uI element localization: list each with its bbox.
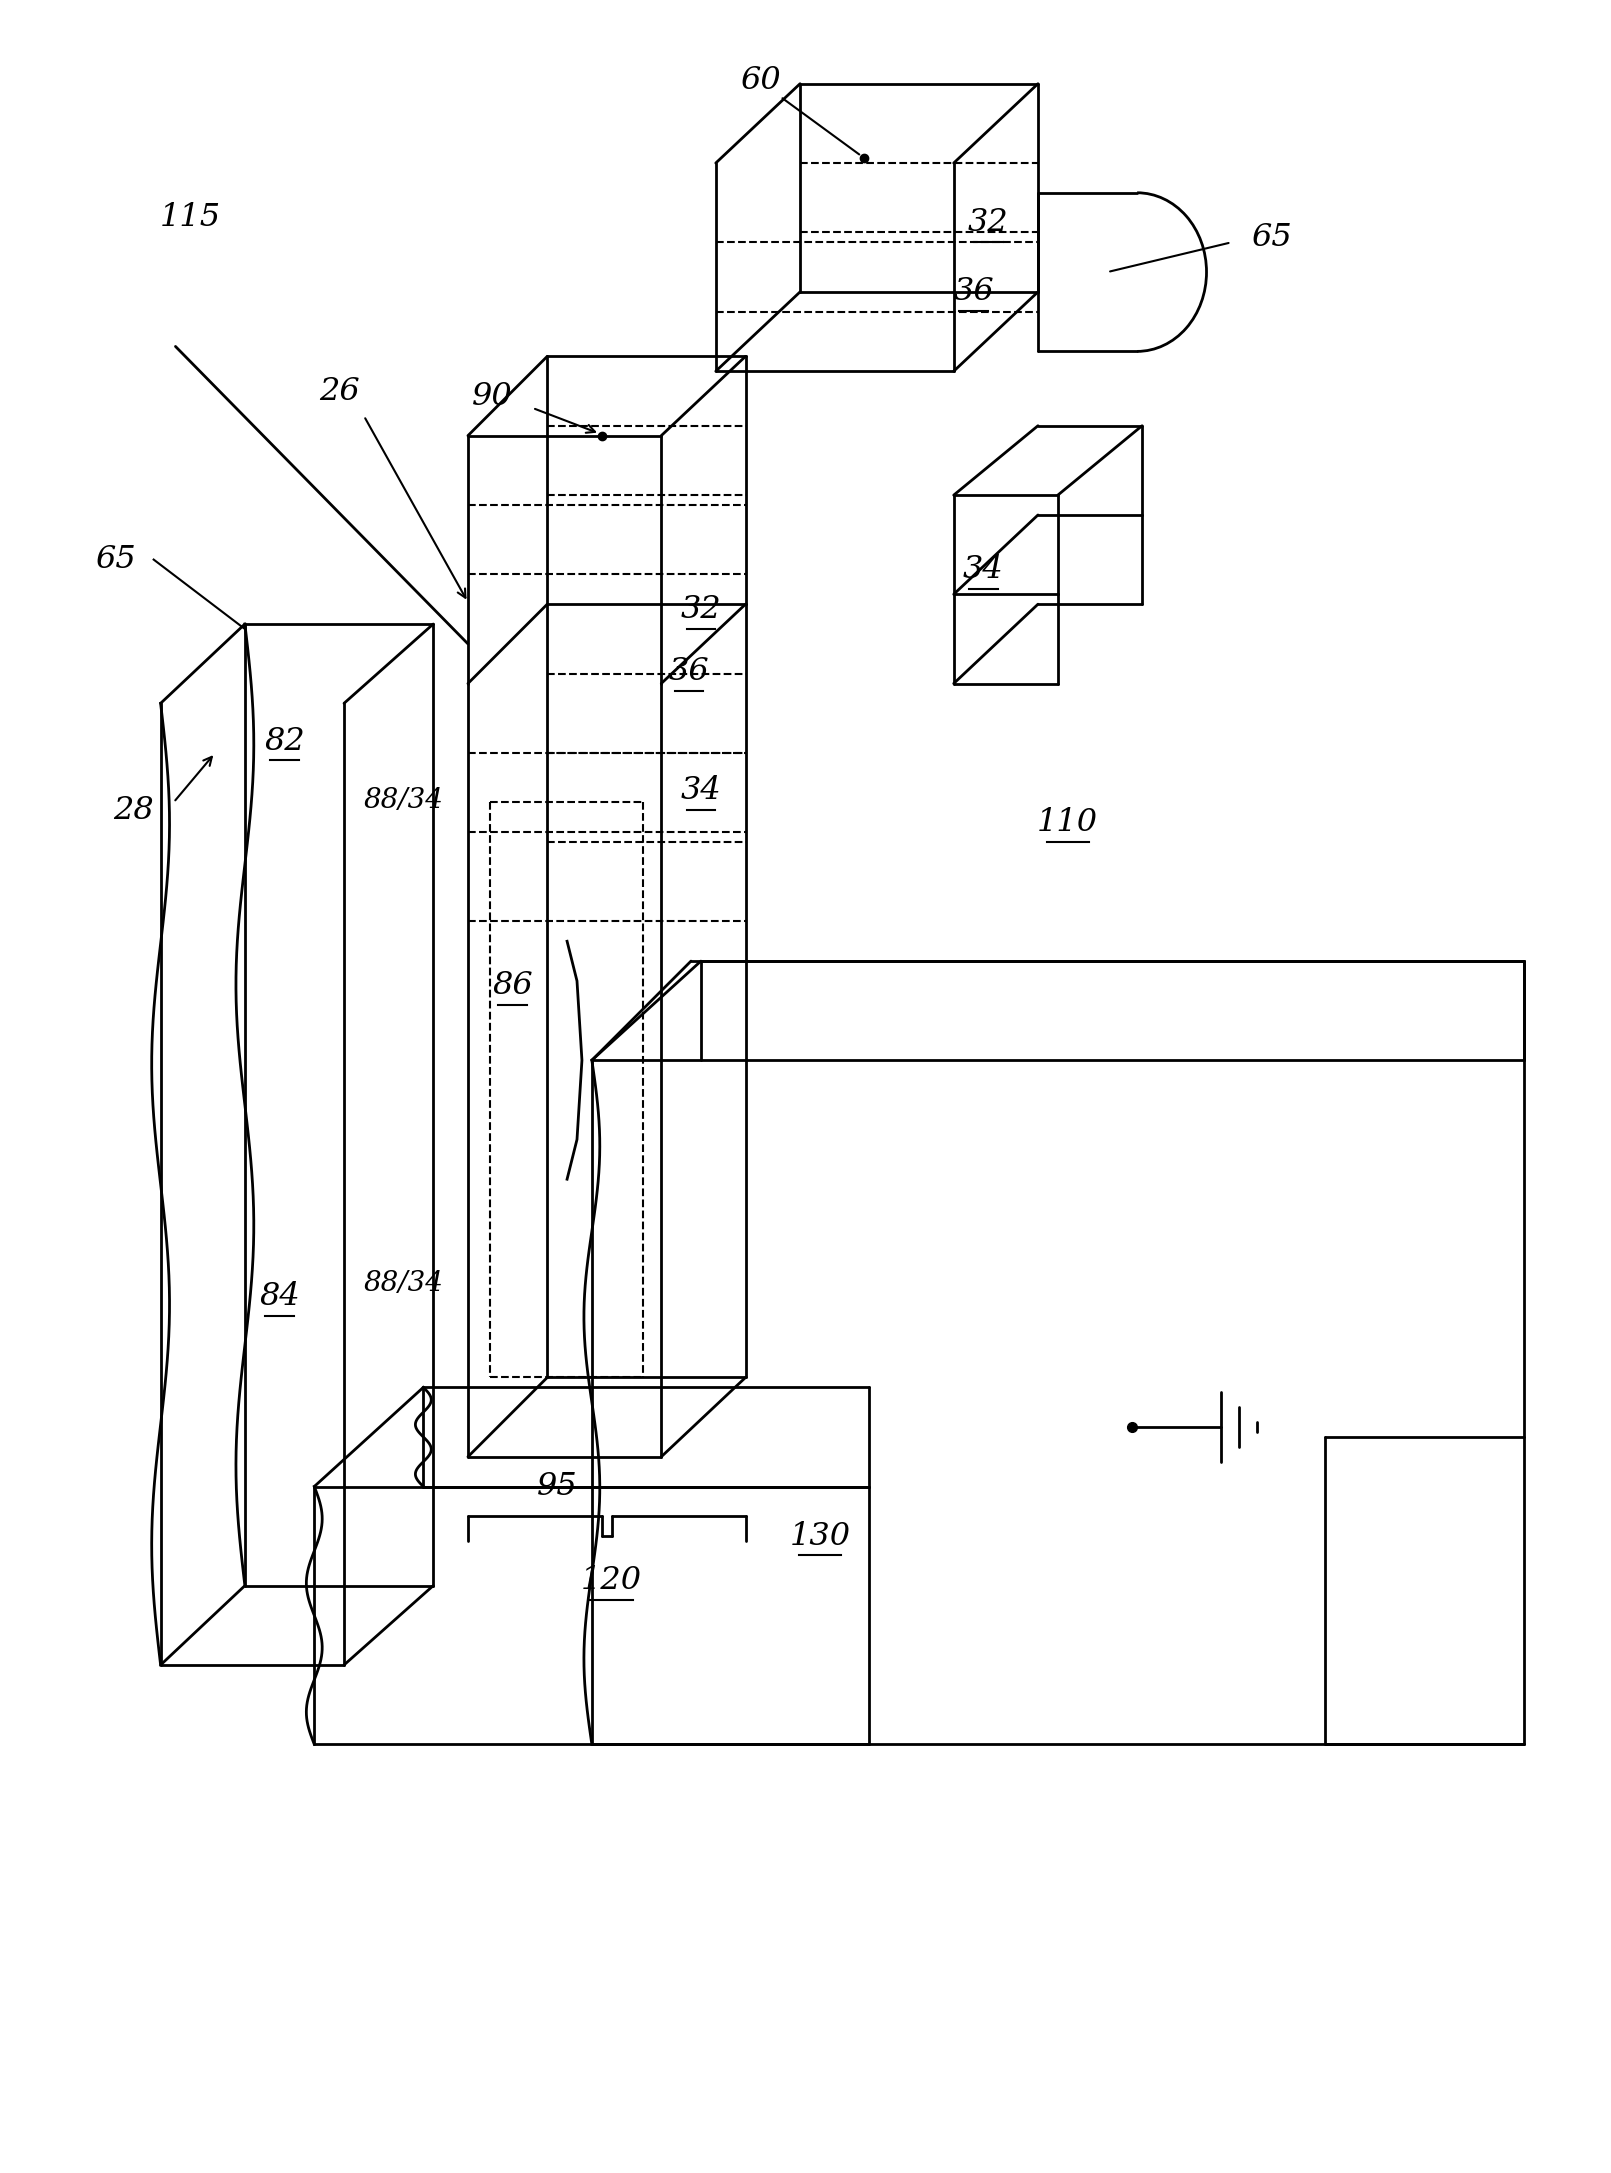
Text: 28: 28 xyxy=(113,795,153,826)
Text: 95: 95 xyxy=(536,1471,577,1502)
Text: 90: 90 xyxy=(472,380,512,411)
Text: 82: 82 xyxy=(264,726,304,756)
Text: 115: 115 xyxy=(159,202,221,233)
Text: 88/34: 88/34 xyxy=(364,787,443,815)
Text: 88/34: 88/34 xyxy=(364,1269,443,1297)
Text: 26: 26 xyxy=(319,376,359,406)
Text: 84: 84 xyxy=(259,1280,300,1312)
Text: 65: 65 xyxy=(1252,222,1292,252)
Text: 36: 36 xyxy=(669,656,709,687)
Text: 34: 34 xyxy=(963,554,1004,585)
Text: 36: 36 xyxy=(954,276,994,306)
Text: 60: 60 xyxy=(739,65,781,96)
Text: 110: 110 xyxy=(1037,806,1099,839)
Text: 32: 32 xyxy=(968,206,1008,239)
Text: 130: 130 xyxy=(789,1521,851,1552)
Text: 65: 65 xyxy=(95,543,135,576)
Text: 120: 120 xyxy=(582,1565,643,1597)
Text: 86: 86 xyxy=(493,971,533,1002)
Text: 34: 34 xyxy=(680,776,722,806)
Text: 32: 32 xyxy=(680,593,722,624)
